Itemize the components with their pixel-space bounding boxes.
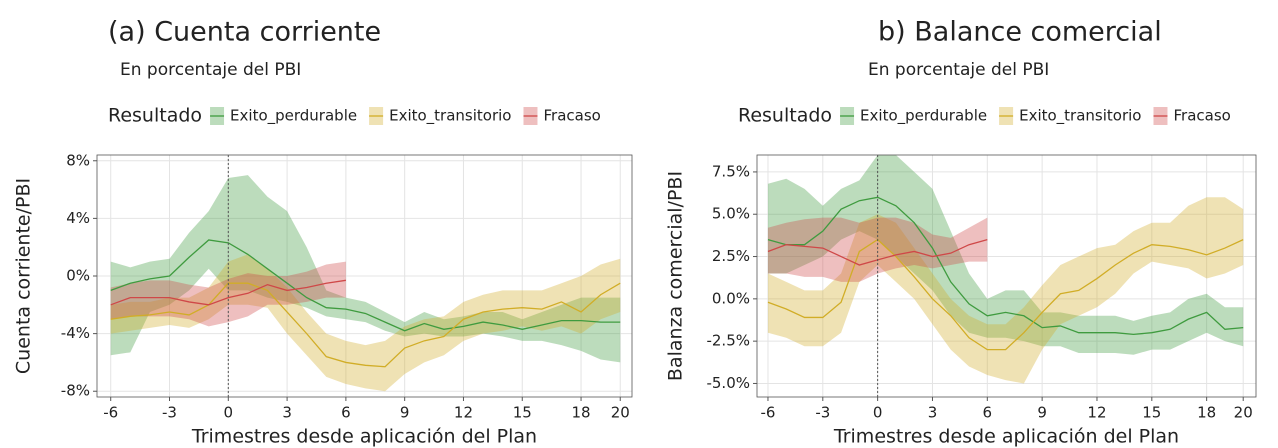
y-tick-label: -8% <box>61 382 90 400</box>
x-tick-label: 0 <box>873 404 883 422</box>
confidence-band <box>767 155 1244 355</box>
legend-label: Fracaso <box>1173 107 1230 125</box>
y-tick-label: 0% <box>66 267 90 285</box>
y-tick-label: -4% <box>61 324 90 342</box>
x-tick-label: 15 <box>513 404 532 422</box>
legend-label: Exito_perdurable <box>230 107 357 126</box>
panel-title: (a) Cuenta corriente <box>108 17 381 48</box>
y-tick-label: -2.5% <box>706 332 750 350</box>
x-tick-label: 6 <box>341 404 351 422</box>
legend-label: Exito_perdurable <box>860 107 987 126</box>
x-tick-label: 20 <box>611 404 630 422</box>
x-tick-label: 6 <box>983 404 993 422</box>
y-tick-label: -5.0% <box>706 374 750 392</box>
panel-title: b) Balance comercial <box>878 17 1162 48</box>
x-tick-label: 15 <box>1142 404 1161 422</box>
x-tick-label: 20 <box>1234 404 1253 422</box>
confidence-band <box>110 254 621 392</box>
series-line <box>110 279 346 306</box>
y-tick-label: 7.5% <box>712 162 750 180</box>
legend-label: Fracaso <box>543 107 600 125</box>
x-tick-label: 18 <box>1197 404 1216 422</box>
x-tick-label: -3 <box>815 404 830 422</box>
series-line <box>767 196 1244 336</box>
series-line <box>110 282 621 368</box>
plot-background <box>757 155 1256 397</box>
series-line <box>110 239 621 332</box>
x-tick-label: -6 <box>760 404 775 422</box>
confidence-band <box>767 217 988 282</box>
panel-subtitle: En porcentaje del PBI <box>120 60 301 80</box>
plot-border <box>96 154 633 398</box>
confidence-band <box>767 197 1244 384</box>
legend-label: Exito_transitorio <box>389 107 511 126</box>
y-axis-label: Balanza comercial/PBI <box>665 171 687 381</box>
panel: b) Balance comercial En porcentaje del PB… <box>665 17 1257 448</box>
confidence-band <box>110 261 346 327</box>
y-tick-label: 8% <box>66 151 90 169</box>
y-axis-label: Cuenta corriente/PBI <box>13 178 35 374</box>
legend-title: Resultado <box>108 105 202 127</box>
series-line <box>767 238 1244 351</box>
x-tick-label: 3 <box>282 404 292 422</box>
x-tick-label: 18 <box>572 404 591 422</box>
x-axis-label: Trimestres desde aplicación del Plan <box>833 426 1179 448</box>
y-tick-label: 5.0% <box>712 205 750 223</box>
x-tick-label: -3 <box>162 404 177 422</box>
x-tick-label: 12 <box>454 404 473 422</box>
x-tick-label: 9 <box>400 404 410 422</box>
x-tick-label: -6 <box>103 404 118 422</box>
x-tick-label: 3 <box>928 404 938 422</box>
plot-border <box>756 154 1257 398</box>
y-tick-label: 4% <box>66 209 90 227</box>
y-tick-label: 2.5% <box>712 247 750 265</box>
panel-subtitle: En porcentaje del PBI <box>868 60 1049 80</box>
x-tick-label: 12 <box>1087 404 1106 422</box>
x-axis-label: Trimestres desde aplicación del Plan <box>191 426 537 448</box>
y-tick-label: 0.0% <box>712 289 750 307</box>
legend-label: Exito_transitorio <box>1019 107 1141 126</box>
x-tick-label: 9 <box>1037 404 1047 422</box>
confidence-band <box>110 175 621 363</box>
x-tick-label: 0 <box>224 404 234 422</box>
panel: (a) Cuenta corriente En porcentaje del PB… <box>13 17 633 448</box>
legend-title: Resultado <box>738 105 832 127</box>
